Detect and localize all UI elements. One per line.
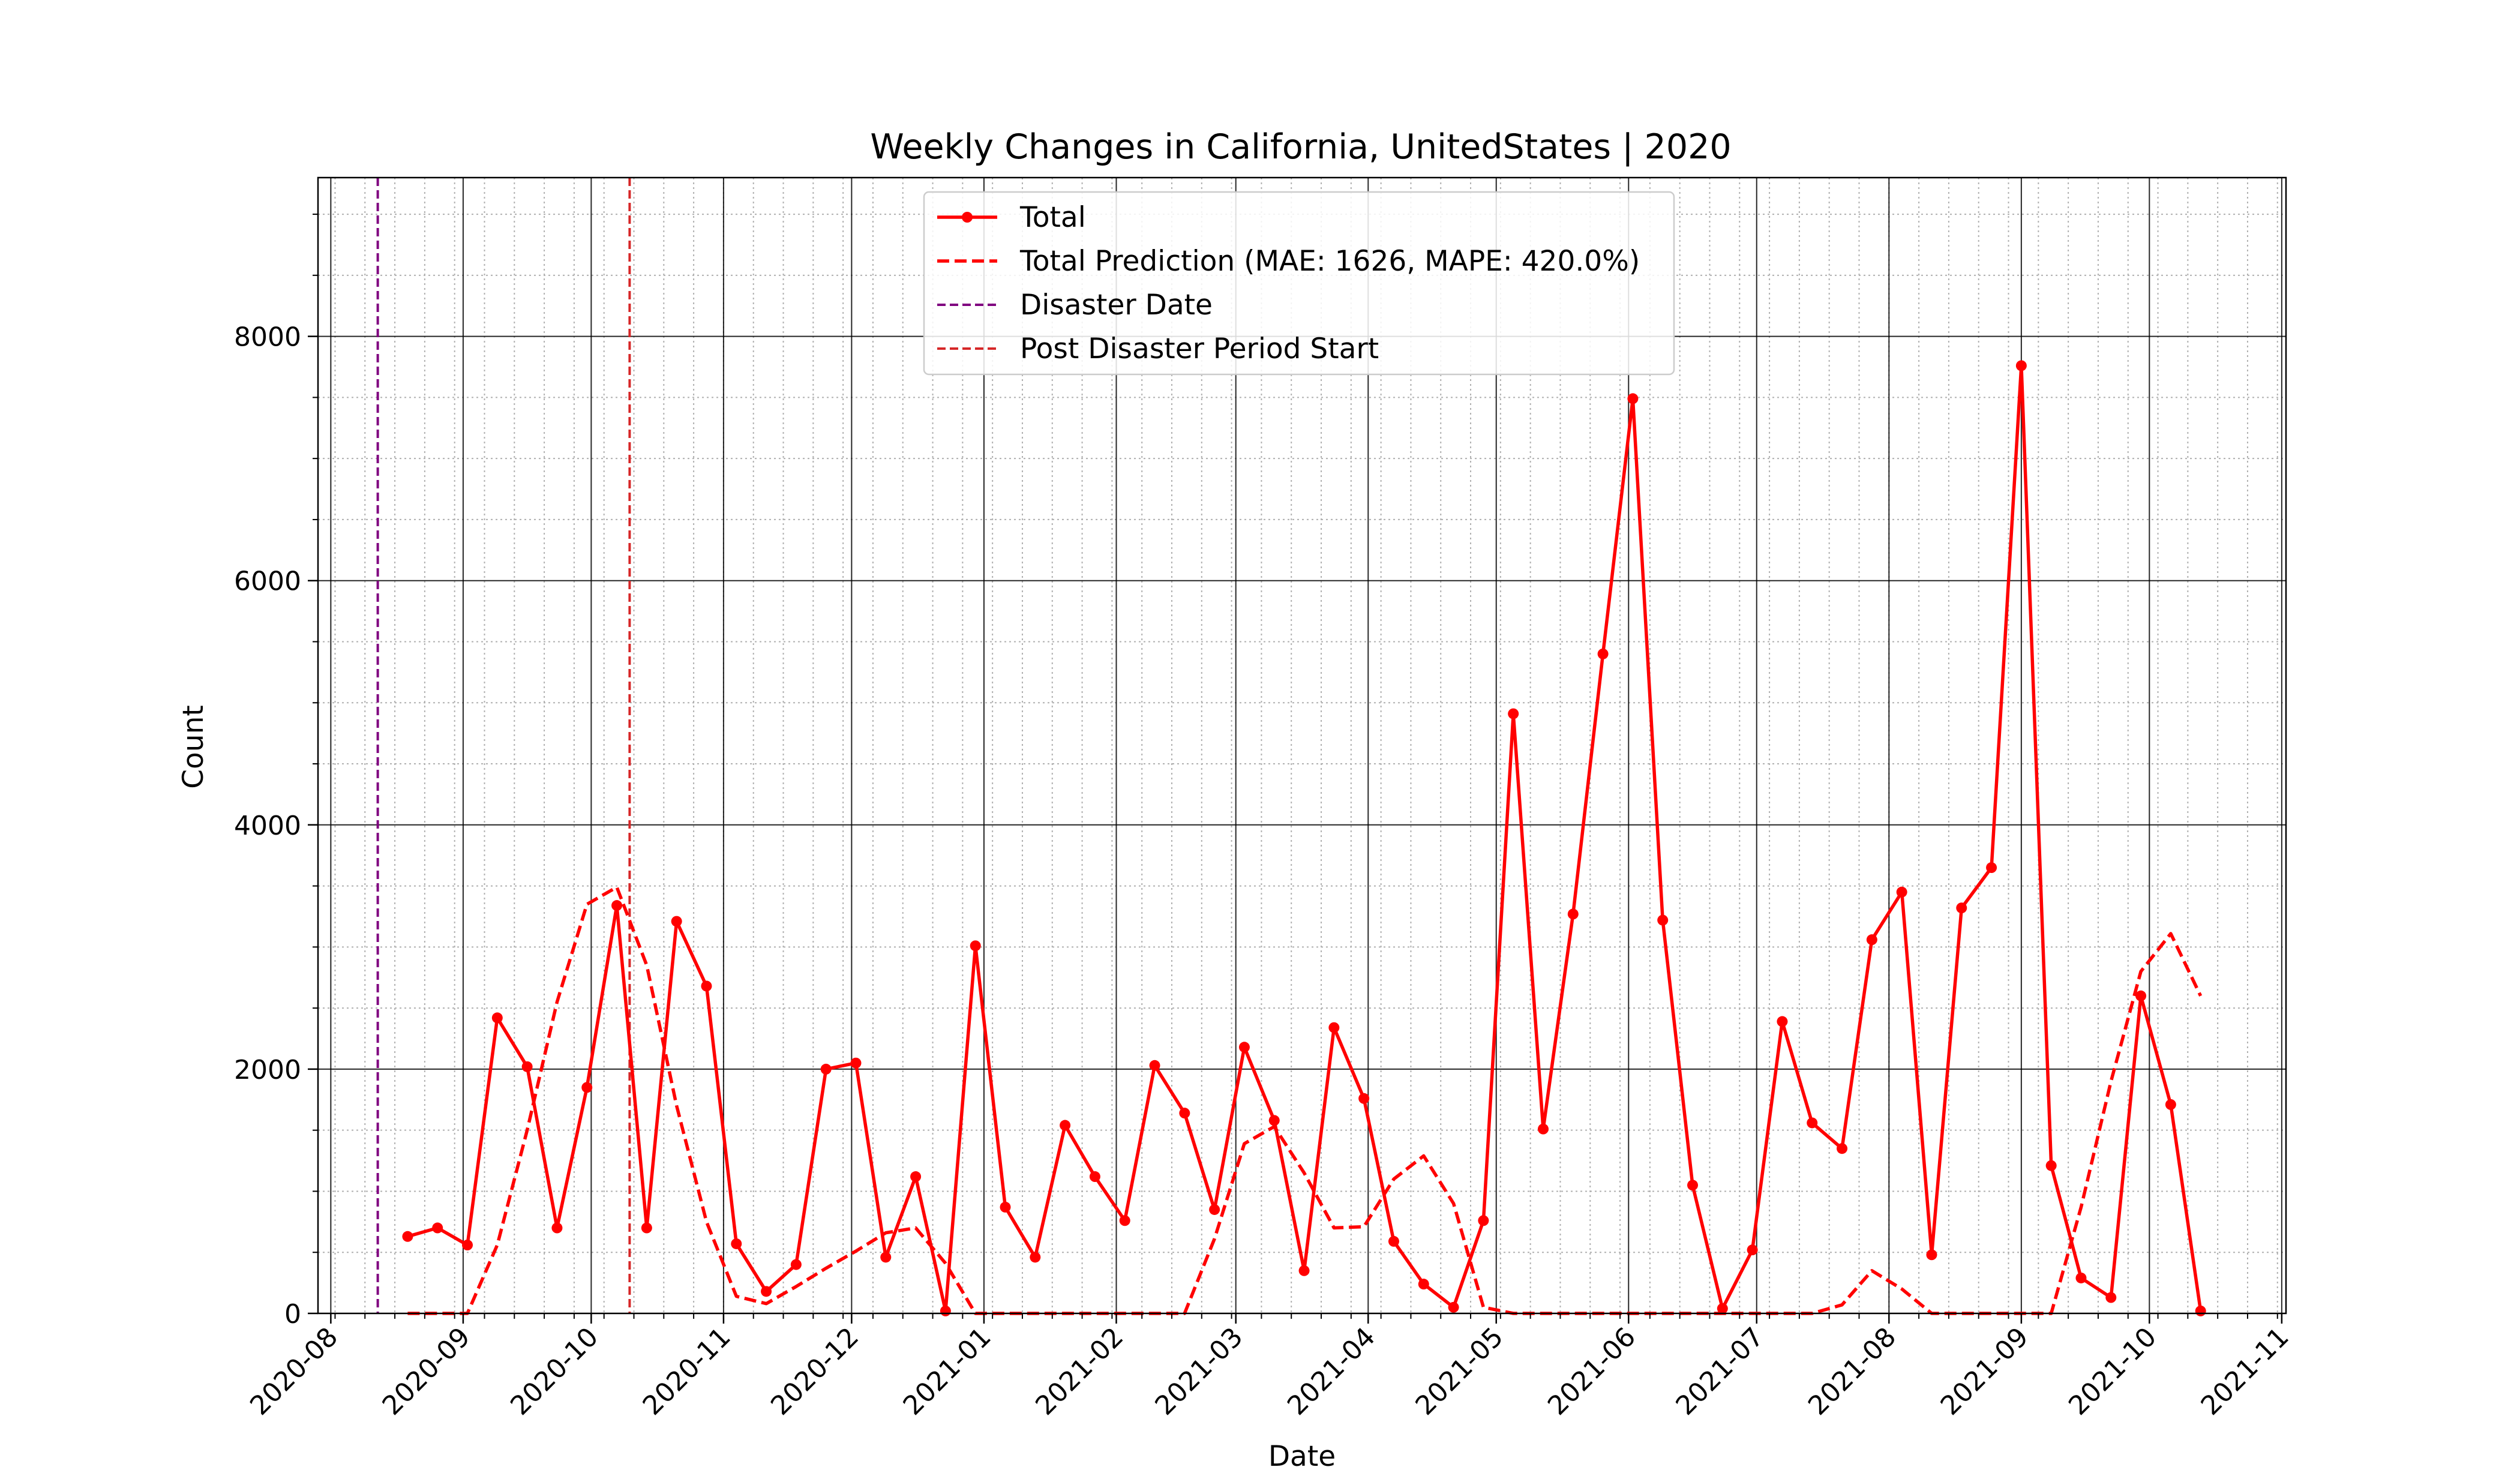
total-data-point <box>790 1259 802 1270</box>
total-data-point <box>1807 1117 1818 1129</box>
y-axis: 0 2000 4000 6000 8000 <box>234 214 318 1330</box>
total-data-point <box>1837 1143 1848 1154</box>
total-data-point <box>1896 886 1907 898</box>
legend-label: Total <box>1019 201 1086 234</box>
total-data-point <box>1866 934 1877 946</box>
total-data-point <box>761 1286 772 1297</box>
total-data-point <box>1926 1249 1937 1261</box>
y-tick-label: 6000 <box>234 566 301 597</box>
total-data-point <box>1238 1042 1250 1053</box>
total-data-point <box>1956 902 1967 914</box>
total-data-point <box>880 1252 892 1263</box>
total-data-point <box>1537 1123 1549 1135</box>
total-data-point <box>1478 1215 1489 1226</box>
total-data-point <box>1448 1301 1459 1313</box>
y-tick-label: 8000 <box>234 322 301 353</box>
total-data-point <box>1060 1120 1071 1131</box>
total-data-point <box>2075 1272 2087 1283</box>
total-data-point <box>970 940 981 952</box>
total-data-point <box>1119 1215 1130 1226</box>
total-data-point <box>402 1231 413 1242</box>
total-data-point <box>701 980 712 992</box>
y-axis-title: Count <box>177 705 210 789</box>
total-data-point <box>1298 1265 1310 1276</box>
total-data-point <box>491 1012 503 1024</box>
legend-marker <box>962 212 973 223</box>
total-data-point <box>910 1171 922 1183</box>
total-data-point <box>731 1238 742 1249</box>
total-data-point <box>1149 1060 1160 1071</box>
total-data-point <box>1179 1108 1190 1119</box>
total-data-point <box>1687 1180 1699 1191</box>
total-data-point <box>1418 1279 1429 1290</box>
total-data-point <box>1358 1093 1370 1104</box>
chart-title: Weekly Changes in California, UnitedStat… <box>870 127 1731 167</box>
x-axis-title: Date <box>1268 1440 1336 1470</box>
total-data-point <box>1747 1244 1758 1256</box>
total-data-point <box>1986 862 1997 874</box>
total-data-point <box>1388 1235 1399 1247</box>
total-data-point <box>671 916 682 927</box>
total-data-point <box>2015 360 2027 371</box>
total-data-point <box>1000 1201 1011 1213</box>
total-data-point <box>1209 1204 1220 1215</box>
y-tick-label: 2000 <box>234 1055 301 1085</box>
total-data-point <box>2105 1292 2117 1303</box>
total-data-point <box>2045 1160 2057 1171</box>
total-data-point <box>2195 1305 2206 1316</box>
total-data-point <box>641 1222 652 1234</box>
legend-box <box>923 191 1675 376</box>
plot-frame <box>317 176 2287 1315</box>
total-data-point <box>1030 1252 1041 1263</box>
total-data-point <box>581 1082 593 1093</box>
reference-lines <box>376 178 631 1313</box>
total-data-point <box>2135 990 2147 1001</box>
total-data-point <box>1328 1022 1340 1033</box>
y-tick-label: 0 <box>284 1299 301 1330</box>
total-data-point <box>551 1222 563 1234</box>
total-data-point <box>1657 914 1669 926</box>
total-data-point <box>1089 1171 1100 1183</box>
total-data-point <box>432 1222 443 1234</box>
total-data-point <box>1508 708 1519 719</box>
total-data-point <box>1717 1303 1728 1314</box>
legend-label: Total Prediction (MAE: 1626, MAPE: 420.0… <box>1019 245 1640 278</box>
legend-label: Disaster Date <box>1020 289 1213 322</box>
legend: Total Total Prediction (MAE: 1626, MAPE: … <box>923 191 1675 376</box>
series-layer <box>402 360 2206 1316</box>
total-data-point <box>820 1063 832 1075</box>
total-data-point <box>462 1240 473 1251</box>
y-tick-label: 4000 <box>234 811 301 841</box>
prediction-series-line <box>407 885 2203 1315</box>
total-data-point <box>611 900 623 911</box>
total-data-point <box>940 1305 951 1316</box>
total-data-point <box>1597 648 1609 659</box>
total-data-point <box>850 1057 862 1069</box>
total-data-point <box>1627 393 1639 404</box>
total-data-point <box>521 1061 533 1072</box>
total-data-point <box>1777 1016 1788 1027</box>
total-data-point <box>2165 1099 2176 1110</box>
legend-label: Post Disaster Period Start <box>1020 332 1379 365</box>
total-data-point <box>1567 908 1579 920</box>
total-data-point <box>1268 1115 1280 1126</box>
